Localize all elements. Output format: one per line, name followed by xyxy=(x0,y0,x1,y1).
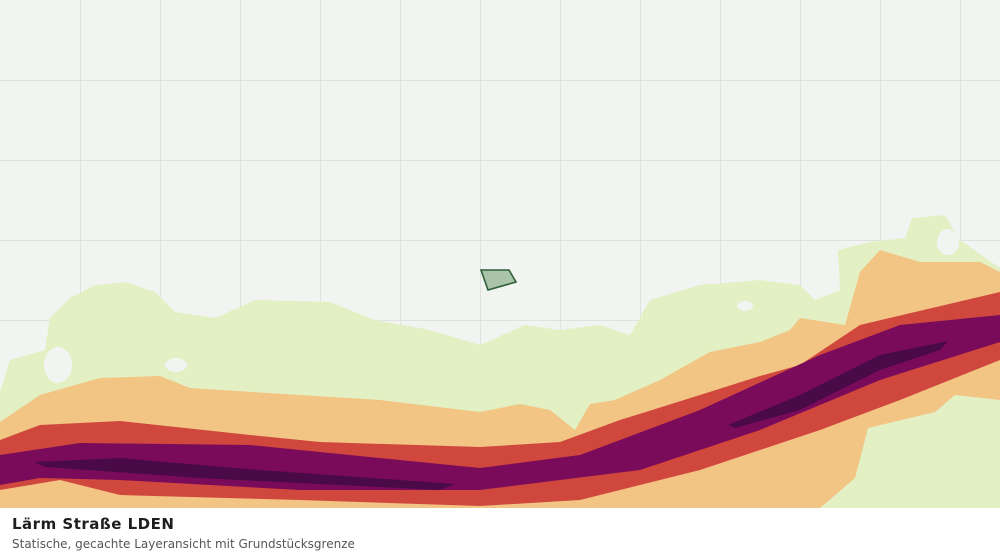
noise-gap xyxy=(937,229,959,255)
noise-zone-dark xyxy=(35,341,948,490)
caption-title: Lärm Straße LDEN xyxy=(12,515,174,533)
noise-gap xyxy=(44,347,72,383)
caption-subtitle: Statische, gecachte Layeransicht mit Gru… xyxy=(12,537,355,551)
parcel-boundary xyxy=(479,269,518,291)
caption-panel xyxy=(0,508,1000,560)
noise-gap xyxy=(737,301,753,311)
noise-zone-purple xyxy=(0,315,1000,490)
noise-zone-lower-orange xyxy=(0,482,480,508)
noise-gap xyxy=(165,358,187,372)
noise-zone-lower-light xyxy=(820,395,1000,508)
